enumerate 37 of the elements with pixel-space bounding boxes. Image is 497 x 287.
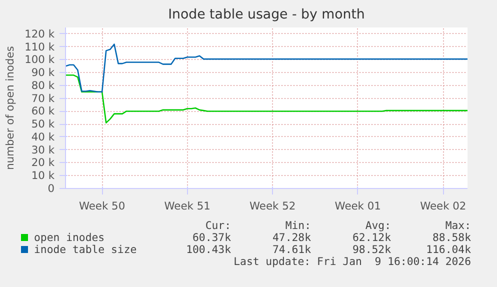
- legend-label: open inodes: [33, 231, 106, 244]
- text: 47.28k: [272, 231, 311, 244]
- y-tick-label: 60 k: [31, 104, 56, 118]
- y-axis-title: number of open inodes: [4, 46, 17, 170]
- chart-title: Inode table usage - by month: [168, 8, 365, 22]
- text: 62.12k: [352, 231, 391, 244]
- y-tick-label: 100 k: [24, 53, 56, 66]
- x-tick-label: Week 50: [78, 200, 126, 212]
- text: Min:: [284, 219, 311, 232]
- x-tick-label: Week 02: [420, 200, 466, 212]
- x-tick-label: Week 01: [334, 200, 381, 212]
- y-tick-label: 10 k: [31, 169, 56, 182]
- text: Max:: [444, 219, 471, 232]
- y-tick-label: 30 k: [31, 143, 56, 156]
- x-tick-label: Week 52: [250, 200, 296, 212]
- text: 100.43k: [185, 243, 231, 256]
- x-tick-label: Week 51: [164, 200, 210, 212]
- text: 98.52k: [352, 243, 391, 256]
- y-tick-label: 110 k: [24, 40, 56, 54]
- text: 88.58k: [432, 231, 471, 244]
- text: 60.37k: [192, 231, 231, 244]
- y-tick-label: 70 k: [31, 92, 56, 105]
- line-series: [66, 74, 468, 124]
- text: Avg:: [364, 219, 391, 232]
- text: 116.04k: [425, 243, 471, 256]
- line-series: [66, 44, 468, 93]
- y-tick-label: 0: [48, 182, 55, 195]
- legend-label: inode table size: [33, 243, 138, 256]
- y-tick-label: 20 k: [31, 156, 56, 170]
- y-tick-label: 120 k: [24, 27, 56, 40]
- text: Last update: Fri Jan 9 16:00:14 2026: [232, 255, 471, 268]
- y-tick-label: 90 k: [31, 66, 56, 80]
- text: 74.61k: [272, 243, 311, 256]
- y-tick-label: 80 k: [31, 78, 56, 92]
- y-tick-label: 50 k: [31, 118, 56, 131]
- y-tick-label: 40 k: [31, 130, 56, 144]
- text: Cur:: [204, 219, 231, 232]
